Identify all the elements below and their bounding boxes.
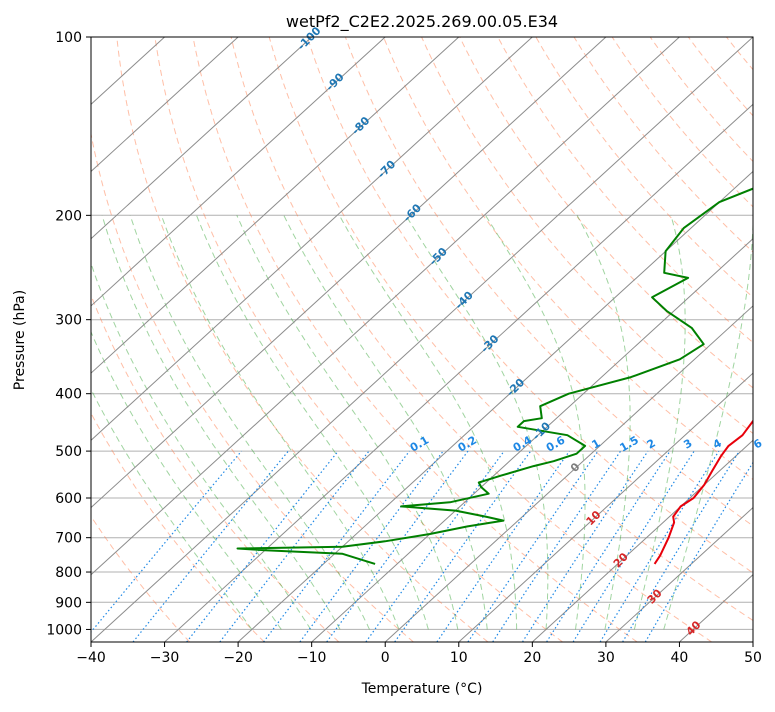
line-labels: -100-90-80-70-60-50-40-30-20-10010203040… (295, 24, 775, 638)
isotherm-line (0, 37, 312, 642)
dry-adiabat-line (2, 37, 264, 642)
background-lines (0, 37, 775, 642)
mixing-ratio-line (133, 451, 288, 642)
dry-adiabat-line (0, 37, 190, 642)
mixing-ratio-line (437, 451, 570, 642)
moist-adiabat-line (634, 215, 685, 629)
isotherm-line (0, 37, 238, 642)
mixing-ratio-line (493, 451, 621, 642)
mixing-ratio-line (600, 451, 719, 642)
mixing-ratio-label: 3 (681, 437, 694, 452)
x-tick-label: 0 (381, 650, 390, 666)
dry-adiabat-line (536, 37, 775, 642)
dry-adiabat-line (498, 37, 775, 642)
isotherm-line (0, 37, 385, 642)
chart-title: wetPf2_C2E2.2025.269.00.05.E34 (286, 12, 558, 32)
mixing-ratio-line (573, 451, 694, 642)
moist-adiabat-line (284, 215, 487, 629)
dry-adiabat-line (422, 37, 775, 642)
dry-adiabat-line (765, 37, 775, 642)
x-tick-label: −10 (297, 650, 327, 666)
y-tick-label: 200 (55, 208, 82, 224)
x-tick-label: 10 (450, 650, 468, 666)
dry-adiabat-line (345, 37, 775, 642)
x-tick-label: 40 (671, 650, 689, 666)
y-tick-label: 100 (55, 30, 82, 46)
moist-adiabat-line (102, 215, 340, 629)
x-tick-label: −20 (223, 650, 253, 666)
dry-adiabat-line (726, 37, 775, 642)
x-tick-label: 20 (523, 650, 541, 666)
mixing-ratio-label: 2 (645, 437, 658, 452)
x-tick-label: −40 (76, 650, 106, 666)
y-tick-label: 300 (55, 313, 82, 329)
mixing-ratio-line (623, 451, 740, 642)
isotherm-line (753, 37, 775, 642)
y-tick-label: 500 (55, 444, 82, 460)
dry-adiabat-line (574, 37, 775, 642)
y-tick-label: 800 (55, 565, 82, 581)
x-tick-label: 50 (744, 650, 762, 666)
mixing-ratio-line (83, 451, 242, 642)
y-tick-label: 1000 (46, 622, 82, 638)
mixing-ratio-line (366, 451, 504, 642)
isotherm-line (91, 37, 753, 642)
mixing-ratio-line (547, 451, 670, 642)
y-tick-label: 900 (55, 595, 82, 611)
dry-adiabat-line (650, 37, 775, 642)
y-tick-label: 700 (55, 531, 82, 547)
x-axis-label: Temperature (°C) (361, 681, 483, 697)
mixing-ratio-label: 4 (711, 436, 724, 451)
dry-adiabat-line (612, 37, 775, 642)
mixing-ratio-label: 1 (589, 437, 602, 452)
moist-adiabat-line (161, 215, 399, 629)
x-tick-label: −30 (150, 650, 180, 666)
temperature-trace (655, 37, 775, 564)
x-tick-label: 30 (597, 650, 615, 666)
axes: −40 −30 −20 −10 0 10 20 30 40 50 100 200 300 400 500 60… (46, 30, 762, 666)
y-axis-label: Pressure (hPa) (12, 290, 28, 390)
y-tick-label: 600 (55, 491, 82, 507)
isotherm-line (0, 37, 459, 642)
y-tick-label: 400 (55, 387, 82, 403)
dry-adiabat-line (193, 37, 637, 642)
